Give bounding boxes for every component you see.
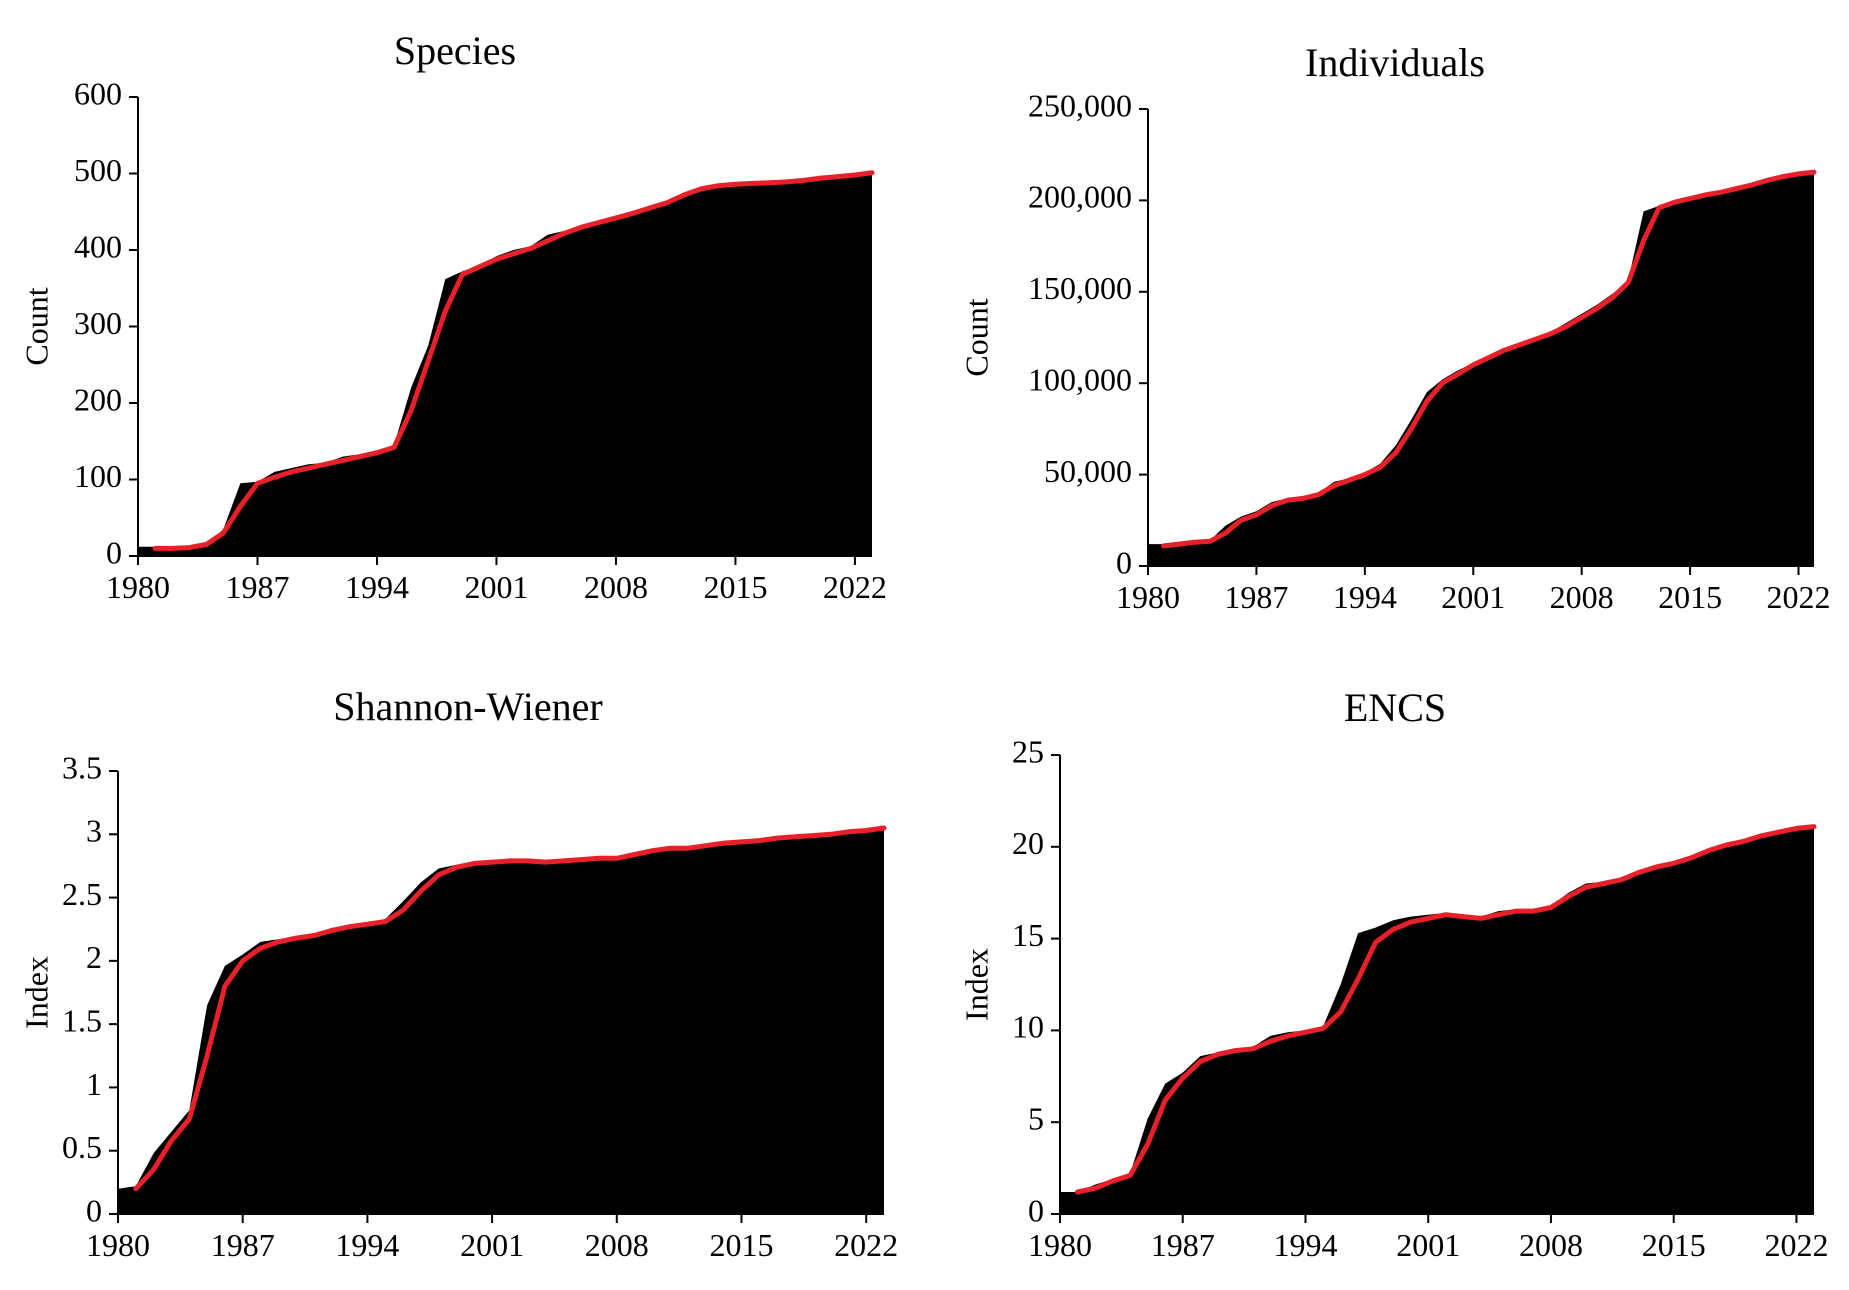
- x-tick-label: 2022: [823, 569, 887, 605]
- chart-title: Species: [394, 28, 516, 73]
- y-tick-label: 200,000: [1028, 179, 1132, 215]
- chart-title: ENCS: [1344, 685, 1446, 730]
- x-tick-label: 2022: [1764, 1227, 1828, 1263]
- y-tick-label: 0.5: [62, 1129, 102, 1165]
- x-tick-label: 1994: [345, 569, 409, 605]
- y-axis-label: Count: [958, 298, 994, 376]
- y-tick-label: 50,000: [1044, 453, 1132, 489]
- y-tick-label: 2.5: [62, 876, 102, 912]
- y-tick-label: 20: [1012, 825, 1044, 861]
- area-series: [138, 173, 872, 556]
- x-tick-label: 1987: [211, 1227, 275, 1263]
- x-tick-label: 2015: [709, 1227, 773, 1263]
- y-tick-label: 250,000: [1028, 87, 1132, 123]
- line-series: [1075, 824, 1817, 1195]
- x-tick-label: 2001: [1396, 1227, 1460, 1263]
- y-tick-label: 600: [74, 75, 122, 111]
- y-tick-label: 1: [86, 1066, 102, 1102]
- line-series: [1161, 169, 1817, 549]
- x-tick-label: 2022: [1767, 579, 1831, 615]
- y-tick-label: 3: [86, 813, 102, 849]
- x-tick-label: 2015: [703, 569, 767, 605]
- y-tick-label: 400: [74, 228, 122, 264]
- y-tick-label: 150,000: [1028, 270, 1132, 306]
- x-tick-label: 2001: [464, 569, 528, 605]
- chart-title: Shannon-Wiener: [333, 684, 602, 729]
- x-tick-label: 2001: [460, 1227, 524, 1263]
- area-series: [1148, 173, 1814, 566]
- y-tick-label: 10: [1012, 1009, 1044, 1045]
- x-tick-label: 2008: [584, 569, 648, 605]
- x-tick-label: 2008: [1550, 579, 1614, 615]
- y-tick-label: 0: [106, 534, 122, 570]
- y-tick-label: 0: [1028, 1192, 1044, 1228]
- y-tick-label: 300: [74, 305, 122, 341]
- x-tick-label: 1994: [1273, 1227, 1337, 1263]
- y-axis-label: Count: [18, 287, 54, 365]
- chart-title: Individuals: [1305, 40, 1485, 85]
- x-tick-label: 1980: [1116, 579, 1180, 615]
- area-series: [118, 828, 884, 1214]
- y-tick-label: 500: [74, 152, 122, 188]
- y-tick-label: 100: [74, 458, 122, 494]
- x-tick-label: 2008: [1519, 1227, 1583, 1263]
- x-tick-label: 1994: [335, 1227, 399, 1263]
- y-tick-label: 1.5: [62, 1002, 102, 1038]
- line-series: [152, 170, 875, 551]
- y-tick-label: 2: [86, 939, 102, 975]
- x-tick-label: 1987: [1224, 579, 1288, 615]
- y-tick-label: 200: [74, 381, 122, 417]
- x-tick-label: 1994: [1333, 579, 1397, 615]
- y-tick-label: 100,000: [1028, 362, 1132, 398]
- y-tick-label: 15: [1012, 917, 1044, 953]
- x-tick-label: 1987: [1151, 1227, 1215, 1263]
- x-tick-label: 1980: [1028, 1227, 1092, 1263]
- y-tick-label: 3.5: [62, 749, 102, 785]
- y-axis-label: Index: [18, 956, 54, 1029]
- area-series: [1060, 826, 1814, 1214]
- x-tick-label: 2001: [1441, 579, 1505, 615]
- x-tick-label: 2022: [834, 1227, 898, 1263]
- chart-panel-2: Shannon-Wiener Index 0 0.5 1 1.5 2 2.5 3 3.5 1980 1…: [18, 684, 898, 1263]
- line-series: [133, 825, 887, 1192]
- chart-panel-3: ENCS Index 0 5 10 15 20 25 1980 1987 1994 2001 2008 2…: [958, 685, 1828, 1263]
- chart-panel-1: Individuals Count 0 50,000 100,000 150,000 200…: [958, 40, 1830, 615]
- x-tick-label: 1980: [106, 569, 170, 605]
- chart-panel-0: Species Count 0 100 200 300 400 500 600 1980 1987 1…: [18, 28, 887, 605]
- x-tick-label: 2015: [1658, 579, 1722, 615]
- y-tick-label: 5: [1028, 1101, 1044, 1137]
- x-tick-label: 2015: [1642, 1227, 1706, 1263]
- y-tick-label: 0: [86, 1192, 102, 1228]
- y-tick-label: 0: [1116, 544, 1132, 580]
- x-tick-label: 2008: [585, 1227, 649, 1263]
- y-tick-label: 25: [1012, 733, 1044, 769]
- x-tick-label: 1987: [225, 569, 289, 605]
- x-tick-label: 1980: [86, 1227, 150, 1263]
- y-axis-label: Index: [958, 948, 994, 1021]
